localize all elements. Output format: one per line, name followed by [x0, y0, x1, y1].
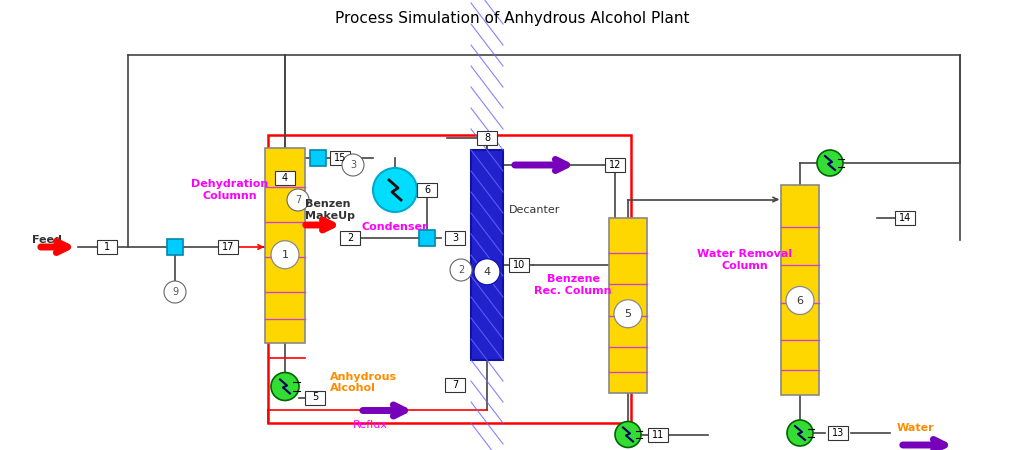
Text: 1: 1 — [282, 250, 289, 260]
Bar — [895, 211, 915, 225]
Text: Benzen
MakeUp: Benzen MakeUp — [305, 199, 355, 221]
Bar — [265, 148, 305, 342]
Circle shape — [164, 281, 186, 303]
Bar — [417, 183, 437, 197]
Bar — [828, 426, 848, 440]
Text: 4: 4 — [282, 173, 288, 183]
Text: 3: 3 — [350, 160, 356, 170]
Text: 2: 2 — [347, 233, 353, 243]
Text: Condenser: Condenser — [361, 222, 428, 232]
Text: 14: 14 — [899, 213, 911, 223]
Circle shape — [786, 287, 814, 315]
Bar — [268, 135, 631, 423]
Bar — [275, 171, 295, 185]
Bar — [781, 185, 819, 395]
Circle shape — [614, 300, 642, 328]
Text: Water Removal
Column: Water Removal Column — [697, 249, 793, 271]
Bar — [648, 428, 668, 441]
Bar — [167, 239, 183, 255]
Text: 5: 5 — [312, 392, 318, 402]
Text: 7: 7 — [295, 195, 301, 205]
Text: Benzene
Rec. Column: Benzene Rec. Column — [535, 274, 611, 296]
Circle shape — [615, 422, 641, 447]
Bar — [609, 217, 647, 392]
Text: 4: 4 — [483, 267, 490, 277]
Text: 1: 1 — [104, 242, 110, 252]
Circle shape — [817, 150, 843, 176]
Bar — [218, 240, 238, 254]
Text: 8: 8 — [484, 133, 490, 143]
Circle shape — [342, 154, 364, 176]
Text: 12: 12 — [609, 160, 622, 170]
Circle shape — [373, 168, 417, 212]
Text: 13: 13 — [831, 428, 844, 438]
Text: Water: Water — [897, 423, 935, 433]
Circle shape — [287, 189, 309, 211]
Text: 11: 11 — [652, 429, 665, 440]
Text: 9: 9 — [172, 287, 178, 297]
Text: Reflux: Reflux — [352, 420, 387, 430]
Bar — [340, 231, 360, 245]
Circle shape — [450, 259, 472, 281]
Text: 6: 6 — [424, 185, 430, 195]
Text: 5: 5 — [625, 309, 632, 319]
Circle shape — [271, 241, 299, 269]
Bar — [477, 131, 497, 145]
Text: Feed: Feed — [32, 235, 61, 245]
Bar — [605, 158, 625, 172]
Bar — [419, 230, 435, 246]
Bar — [310, 150, 326, 166]
Circle shape — [271, 373, 299, 400]
Text: 6: 6 — [797, 296, 804, 306]
Text: 7: 7 — [452, 380, 458, 390]
Bar — [471, 150, 503, 360]
Text: Process Simulation of Anhydrous Alcohol Plant: Process Simulation of Anhydrous Alcohol … — [335, 10, 689, 26]
Bar — [509, 258, 529, 272]
Text: Anhydrous
Alcohol: Anhydrous Alcohol — [330, 372, 397, 393]
Text: 15: 15 — [334, 153, 346, 163]
Circle shape — [787, 420, 813, 446]
Bar — [97, 240, 117, 254]
Bar — [305, 391, 325, 405]
Text: 10: 10 — [513, 260, 525, 270]
Text: Dehydration
Columnn: Dehydration Columnn — [191, 179, 268, 201]
Text: 2: 2 — [458, 265, 464, 275]
Bar — [445, 378, 465, 392]
Bar — [445, 231, 465, 245]
Text: Decanter: Decanter — [509, 205, 560, 215]
Bar — [330, 151, 350, 165]
Text: 17: 17 — [222, 242, 234, 252]
Circle shape — [474, 259, 500, 285]
Text: 3: 3 — [452, 233, 458, 243]
